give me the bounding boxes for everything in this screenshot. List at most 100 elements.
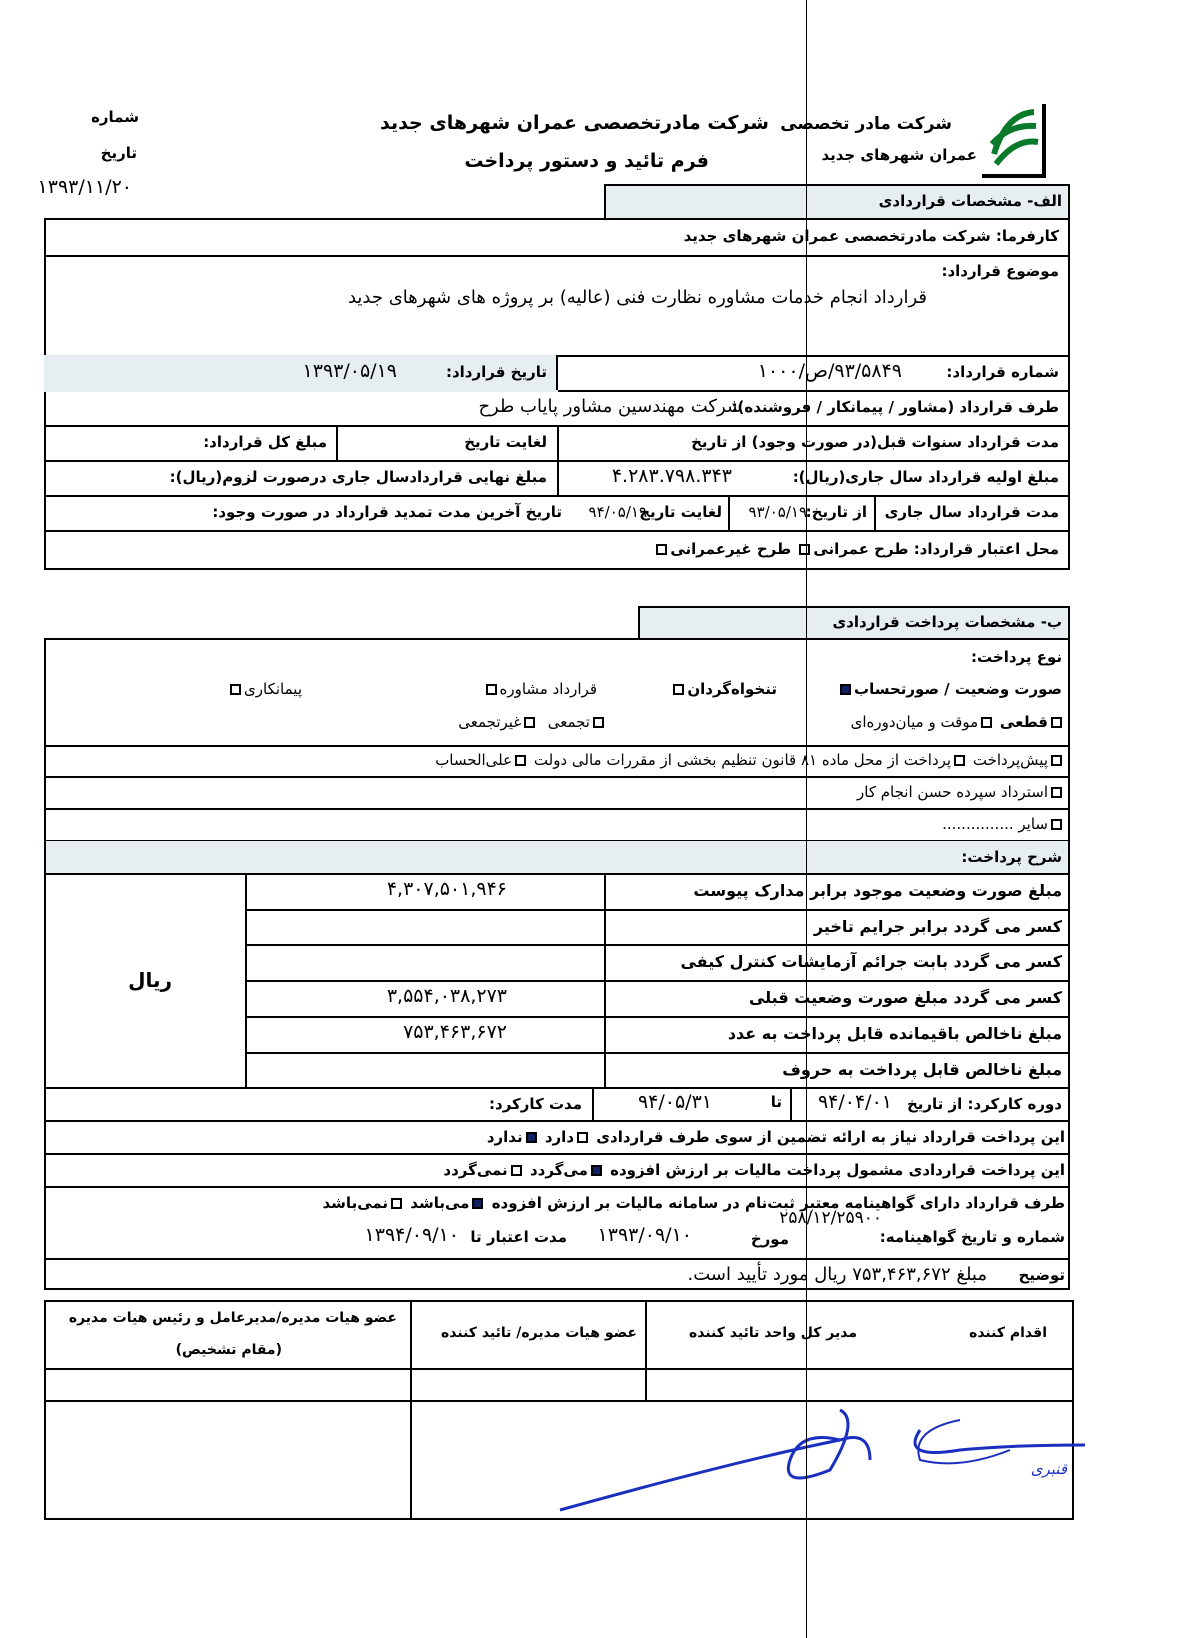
cert-no-label: شماره و تاریخ گواهینامه: <box>879 1228 1065 1246</box>
cert-row: طرف قرارداد دارای گواهینامه معتبر ثبت‌نا… <box>322 1194 1065 1212</box>
credit-label: محل اعتبار قرارداد: <box>913 540 1059 558</box>
date-label: تاریخ <box>100 144 137 162</box>
contract-date: ۱۳۹۳/۰۵/۱۹ <box>302 360 397 382</box>
company-title: شرکت مادرتخصصی عمران شهرهای جدید <box>379 112 769 134</box>
checkbox-final[interactable] <box>1051 717 1062 728</box>
until-label: لغایت تاریخ <box>464 433 547 451</box>
period-to: ۹۴/۰۵/۳۱ <box>637 1091 712 1113</box>
final-amount-label: مبلغ نهایی قراردادسال جاری درصورت لزوم(ر… <box>169 468 547 486</box>
checkbox-vat-no[interactable] <box>510 1165 522 1176</box>
checkbox-other[interactable] <box>1051 819 1062 830</box>
contract-no: ۹۳/۵۸۴۹/ص/۱۰۰۰ <box>757 360 902 382</box>
period-label: دوره کارکرد: از تاریخ <box>906 1095 1062 1113</box>
total-amount-label: مبلغ کل قرارداد: <box>203 433 327 451</box>
form-title: فرم تائید و دستور پرداخت <box>464 150 709 172</box>
handwritten-name: قنبری <box>1030 1460 1067 1478</box>
amount-label: کسر می گردد مبلغ صورت وضعیت قبلی <box>748 988 1062 1008</box>
period-from: ۹۴/۰۴/۰۱ <box>817 1091 892 1113</box>
party-label: طرف قرارداد (مشاور / پیمانکار / فروشنده)… <box>731 398 1059 416</box>
employer: کارفرما: شرکت مادرتخصصی عمران شهرهای جدی… <box>683 227 1059 245</box>
checkbox-vat-yes[interactable] <box>590 1165 602 1176</box>
subtype-row-2: تجمعی غیرتجمعی <box>458 713 607 731</box>
section-a-table <box>44 218 1070 570</box>
advance-row: پیش‌پرداخت پرداخت از محل ماده ۸۱ قانون ت… <box>435 751 1065 769</box>
type-contractor: پیمانکاری <box>227 680 302 698</box>
contract-no-label: شماره قرارداد: <box>946 363 1059 381</box>
type-status: صورت وضعیت / صورتحساب <box>837 680 1062 698</box>
currency: ریال <box>128 968 172 992</box>
validity-label: مدت اعتبار تا <box>470 1228 567 1246</box>
contract-subject: قرارداد انجام خدمات مشاوره نظارت فنی (عا… <box>347 287 927 308</box>
logo-text-1: شرکت مادر تخصصی <box>780 114 952 134</box>
checkbox-status-checked[interactable] <box>840 684 851 695</box>
sig-col4-sub: (مقام تشخیص) <box>175 1342 282 1358</box>
amount-label: مبلغ ناخالص باقیمانده قابل پرداخت به عدد <box>727 1023 1062 1043</box>
header-date: ۱۳۹۳/۱۱/۲۰ <box>37 176 132 198</box>
credit-opt1: طرح عمرانی <box>813 540 909 558</box>
checkbox-guarantee-no[interactable] <box>525 1132 537 1143</box>
initial-amount-label: مبلغ اولیه قرارداد سال جاری(ریال): <box>792 468 1059 486</box>
party: شرکت مهندسین مشاور پایاب طرح <box>478 396 742 417</box>
checkbox-cert-no[interactable] <box>391 1198 403 1209</box>
amount-label: مبلغ صورت وضعیت موجود برابر مدارک پیوست <box>693 881 1062 900</box>
validity-date: ۱۳۹۴/۰۹/۱۰ <box>364 1224 459 1246</box>
prev-duration-label: مدت قرارداد سنوات قبل(در صورت وجود) از ت… <box>691 433 1059 451</box>
contract-date-label: تاریخ قرارداد: <box>445 363 547 381</box>
sig-col3: عضو هیات مدیره/ تائید کننده <box>441 1325 637 1341</box>
number-label: شماره <box>91 108 139 126</box>
vat-row: این پرداخت قراردادی مشمول پرداخت مالیات … <box>443 1161 1065 1179</box>
amount-value: ۴,۳۰۷,۵۰۱,۹۴۶ <box>386 878 507 900</box>
refund-row: استرداد سپرده حسن انجام کار <box>857 783 1065 801</box>
amount-label: مبلغ ناخالص قابل پرداخت به حروف <box>782 1059 1062 1079</box>
amount-label: کسر می گردد برابر جرایم تاخیر <box>813 916 1062 936</box>
payment-type-label: نوع پرداخت: <box>971 648 1062 666</box>
desc-label: شرح پرداخت: <box>961 848 1062 866</box>
cert-dated-label: مورخ <box>750 1230 789 1248</box>
amount-label: کسر می گردد بابت جرائم آزمایشات کنترل کی… <box>680 952 1062 972</box>
checkbox-guarantee-yes[interactable] <box>577 1132 589 1143</box>
guarantee-row: این پرداخت قرارداد نیاز به ارائه تضمین ا… <box>486 1128 1065 1146</box>
checkbox-on-account[interactable] <box>515 755 527 766</box>
checkbox-advance[interactable] <box>1051 755 1062 766</box>
checkbox-refund[interactable] <box>1051 787 1062 798</box>
checkbox-art81[interactable] <box>954 755 966 766</box>
period-to-label: تا <box>770 1093 782 1111</box>
checkbox-cumulative[interactable] <box>593 717 604 728</box>
to-label: لغایت تاریخ <box>639 503 722 521</box>
initial-amount: ۴.۲۸۳.۷۹۸.۳۴۳ <box>611 465 732 487</box>
section-b-title: ب- مشخصات پرداخت قراردادی <box>832 613 1062 631</box>
signature-table <box>44 1300 1074 1520</box>
checkbox-interim[interactable] <box>981 717 993 728</box>
other-row: سایر ............... <box>942 815 1065 833</box>
checkbox-non-cumulative[interactable] <box>524 717 536 728</box>
amount-value: ۷۵۳,۴۶۳,۶۷۲ <box>403 1020 507 1043</box>
work-duration-label: مدت کارکرد: <box>489 1095 582 1113</box>
checkbox-petty-cash[interactable] <box>673 684 685 695</box>
current-duration-label: مدت قرارداد سال جاری <box>884 503 1059 521</box>
subtype-row: قطعی موقت و میان‌دوره‌ای <box>851 713 1065 731</box>
logo <box>982 104 1046 178</box>
cert-date: ۱۳۹۳/۰۹/۱۰ <box>597 1224 692 1246</box>
from-date: ۹۳/۰۵/۱۹ <box>748 503 807 521</box>
extension-label: تاریخ آخرین مدت تمدید قرارداد در صورت وج… <box>212 503 562 521</box>
checkbox-development[interactable] <box>799 544 811 555</box>
type-petty: تنخواه‌گردان <box>670 680 777 698</box>
sig-col2: مدیر کل واحد تائید کننده <box>688 1325 857 1341</box>
checkbox-non-development[interactable] <box>656 544 668 555</box>
checkbox-contractor[interactable] <box>230 684 242 695</box>
type-consult: قرارداد مشاوره <box>483 680 597 698</box>
credit-opt2: طرح غیرعمرانی <box>670 540 792 558</box>
scan-line <box>806 0 807 1638</box>
note: مبلغ ۷۵۳,۴۶۳,۶۷۲ ریال مورد تأیید است. <box>687 1264 987 1285</box>
credit-row: محل اعتبار قرارداد: طرح عمرانی طرح غیرعم… <box>653 540 1059 558</box>
checkbox-cert-yes[interactable] <box>472 1198 484 1209</box>
logo-text-2: عمران شهرهای جدید <box>821 146 977 164</box>
sig-col4: عضو هیات مدیره/مدیرعامل و رئیس هیات مدیر… <box>68 1310 397 1326</box>
subject-label: موضوع قرارداد: <box>941 262 1059 280</box>
checkbox-consulting[interactable] <box>485 684 497 695</box>
sig-col1: اقدام کننده <box>969 1325 1047 1341</box>
section-b-table <box>44 638 1070 1290</box>
amount-value: ۳,۵۵۴,۰۳۸,۲۷۳ <box>386 985 507 1008</box>
from-label: از تاریخ: <box>805 503 867 521</box>
